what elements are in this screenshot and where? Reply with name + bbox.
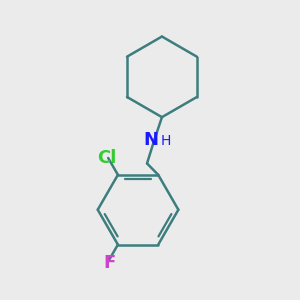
Text: F: F — [103, 254, 116, 272]
Text: Cl: Cl — [97, 149, 116, 167]
Text: H: H — [160, 134, 171, 148]
Text: N: N — [143, 130, 158, 148]
